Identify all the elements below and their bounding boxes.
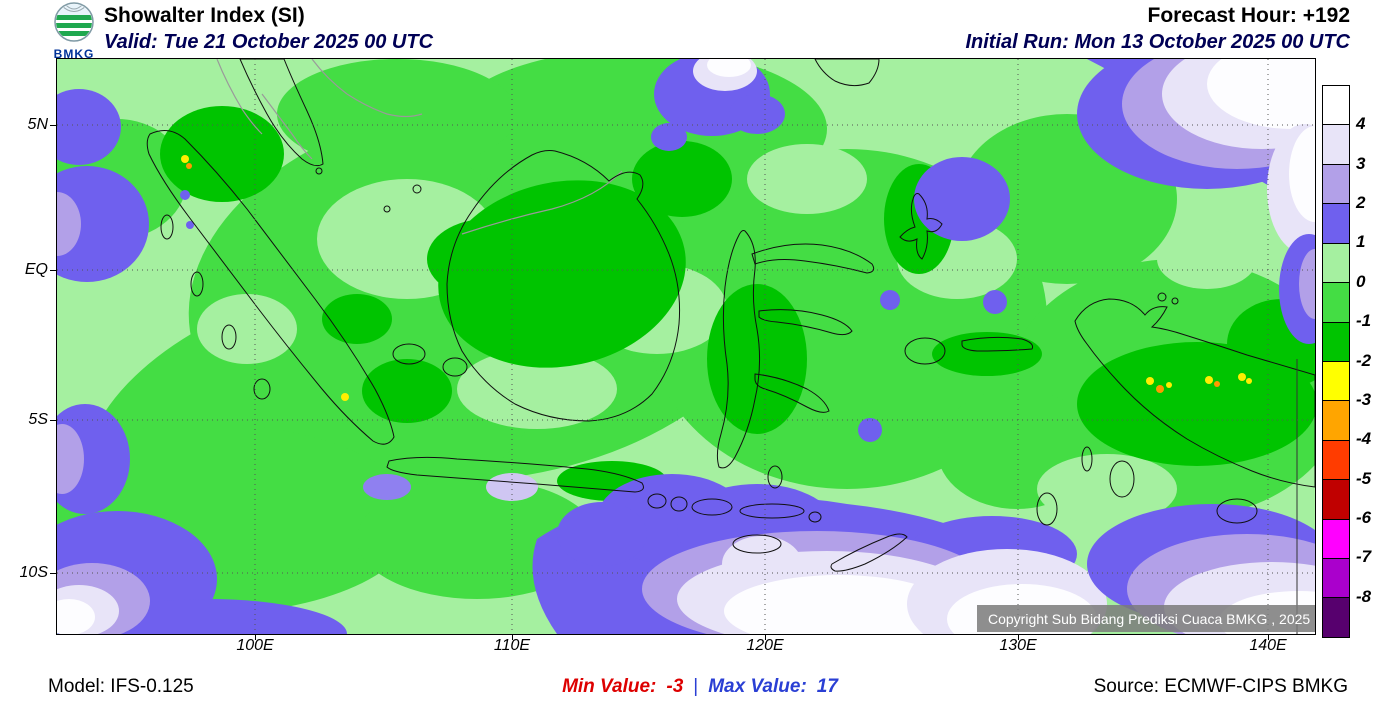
colorbar-cell: [1323, 361, 1349, 402]
minmax-values: Min Value: -3 | Max Value: 17: [562, 676, 838, 698]
colorbar-label: -8: [1356, 587, 1372, 606]
minmax-separator: |: [693, 676, 699, 697]
colorbar-cell: [1323, 401, 1349, 441]
lat-label-5n: 5N: [27, 116, 48, 133]
colorbar-cell: [1323, 559, 1349, 599]
colorbar-label: -5: [1356, 469, 1372, 488]
colorbar-label: -1: [1356, 311, 1372, 330]
min-value: -3: [666, 676, 684, 697]
forecast-hour-label: Forecast Hour: +192: [1147, 4, 1351, 27]
minima-specks: [181, 155, 1252, 401]
colorbar-label: -4: [1356, 429, 1372, 448]
initial-run-label: Initial Run: Mon 13 October 2025 00 UTC: [965, 31, 1350, 53]
colorbar-cell: [1323, 243, 1349, 284]
contour-fill-layer: [57, 59, 1315, 634]
colorbar-label: 4: [1356, 114, 1366, 133]
admin-border-layer: [216, 59, 623, 235]
colorbar-label: 3: [1356, 154, 1366, 173]
lon-label-110e: 110E: [493, 637, 531, 654]
colorbar-cell: [1323, 440, 1349, 481]
colorbar-cell: [1323, 283, 1349, 323]
colorbar-cell: [1323, 164, 1349, 205]
map-canvas: Copyright Sub Bidang Prediksi Cuaca BMKG…: [56, 58, 1316, 635]
lat-label-5s: 5S: [28, 411, 48, 428]
lon-label-130e: 130E: [999, 637, 1037, 654]
colorbar-cell: [1323, 480, 1349, 520]
bmkg-logo-label: BMKG: [53, 47, 95, 61]
lat-tick: [50, 270, 56, 271]
lon-label-140e: 140E: [1249, 637, 1287, 654]
lon-label-100e: 100E: [236, 637, 274, 654]
colorbar-label: -6: [1356, 508, 1372, 527]
source-label: Source: ECMWF-CIPS BMKG: [1093, 676, 1348, 697]
colorbar-label: -7: [1356, 547, 1372, 566]
lon-tick: [512, 635, 513, 640]
valid-time-label: Valid: Tue 21 October 2025 00 UTC: [104, 31, 434, 53]
colorbar-label: 0: [1356, 272, 1366, 291]
copyright-text: Copyright Sub Bidang Prediksi Cuaca BMKG…: [988, 611, 1310, 627]
max-value-label: Max Value:: [708, 676, 807, 697]
coastline-layer: [146, 59, 1315, 634]
copyright-overlay: Copyright Sub Bidang Prediksi Cuaca BMKG…: [977, 605, 1315, 632]
colorbar-cell: [1323, 598, 1349, 637]
bmkg-logo: BMKG: [46, 2, 102, 61]
bmkg-logo-icon: [54, 2, 94, 42]
colorbar-cell: [1323, 86, 1349, 126]
colorbar-labels: 4 3 2 1 0 -1 -2 -3 -4 -5 -6 -7 -8: [1356, 85, 1400, 636]
colorbar-label: -2: [1356, 351, 1372, 370]
colorbar-cell: [1323, 519, 1349, 560]
colorbar-cell: [1323, 322, 1349, 362]
lon-tick: [1018, 635, 1019, 640]
model-label: Model: IFS-0.125: [48, 676, 194, 697]
colorbar-label: 1: [1356, 232, 1366, 251]
lat-tick: [50, 125, 56, 126]
lon-tick: [765, 635, 766, 640]
min-value-label: Min Value:: [562, 676, 657, 697]
lat-tick: [50, 573, 56, 574]
colorbar-cell: [1323, 125, 1349, 165]
colorbar-cell: [1323, 204, 1349, 244]
lon-label-120e: 120E: [746, 637, 784, 654]
gridline-layer: [57, 59, 1315, 634]
colorbar: [1322, 85, 1350, 638]
colorbar-label: 2: [1356, 193, 1366, 212]
lon-tick: [1268, 635, 1269, 640]
lon-tick: [255, 635, 256, 640]
page-title: Showalter Index (SI): [104, 4, 305, 27]
colorbar-label: -3: [1356, 390, 1372, 409]
lat-label-10s: 10S: [19, 564, 48, 581]
lat-tick: [50, 420, 56, 421]
lat-label-eq: EQ: [24, 261, 48, 278]
max-value: 17: [816, 676, 838, 697]
